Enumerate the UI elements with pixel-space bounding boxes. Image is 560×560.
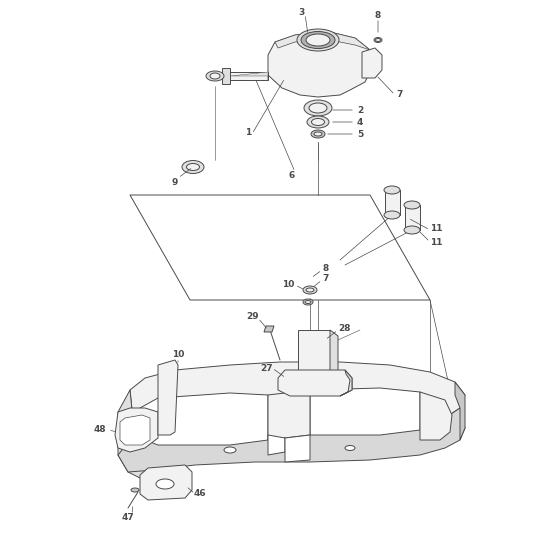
Ellipse shape (311, 119, 324, 125)
Text: 11: 11 (430, 237, 442, 246)
Polygon shape (118, 408, 465, 472)
Ellipse shape (303, 286, 317, 294)
Ellipse shape (305, 301, 311, 304)
Polygon shape (222, 68, 230, 84)
Ellipse shape (309, 103, 327, 113)
Text: 9: 9 (172, 178, 178, 186)
Polygon shape (278, 370, 352, 396)
Polygon shape (120, 415, 150, 445)
Polygon shape (264, 326, 274, 332)
Text: 47: 47 (122, 514, 134, 522)
Polygon shape (130, 362, 465, 432)
Text: 3: 3 (298, 7, 304, 16)
Ellipse shape (131, 488, 139, 492)
Text: 2: 2 (357, 105, 363, 114)
Polygon shape (115, 408, 158, 452)
Polygon shape (362, 48, 382, 78)
Polygon shape (340, 370, 352, 396)
Polygon shape (230, 72, 268, 80)
Ellipse shape (306, 288, 314, 292)
Polygon shape (130, 195, 430, 300)
Text: 46: 46 (194, 489, 206, 498)
Ellipse shape (182, 161, 204, 174)
Text: 7: 7 (397, 90, 403, 99)
Polygon shape (268, 435, 285, 455)
Text: 7: 7 (323, 273, 329, 282)
Ellipse shape (311, 130, 325, 138)
Text: 5: 5 (357, 129, 363, 138)
Text: 10: 10 (282, 279, 294, 288)
Text: 48: 48 (94, 426, 106, 435)
Polygon shape (330, 330, 338, 376)
Ellipse shape (301, 31, 335, 49)
Text: 1: 1 (245, 128, 251, 137)
Ellipse shape (384, 186, 400, 194)
Ellipse shape (210, 73, 220, 79)
Ellipse shape (314, 132, 322, 136)
Ellipse shape (304, 100, 332, 116)
Ellipse shape (186, 164, 199, 170)
Ellipse shape (307, 116, 329, 128)
Polygon shape (285, 435, 310, 462)
Polygon shape (268, 32, 372, 97)
Text: 8: 8 (323, 264, 329, 273)
Polygon shape (310, 388, 420, 435)
Text: 4: 4 (357, 118, 363, 127)
Text: 6: 6 (289, 170, 295, 180)
Polygon shape (118, 390, 155, 478)
Ellipse shape (404, 226, 420, 234)
Polygon shape (268, 390, 310, 440)
Polygon shape (140, 465, 192, 500)
Ellipse shape (297, 29, 339, 51)
Ellipse shape (224, 447, 236, 453)
Polygon shape (158, 360, 178, 435)
Polygon shape (455, 382, 465, 440)
Text: 29: 29 (247, 311, 259, 320)
Polygon shape (275, 32, 370, 50)
Ellipse shape (404, 201, 420, 209)
Text: 11: 11 (430, 223, 442, 232)
Ellipse shape (206, 71, 224, 81)
Ellipse shape (306, 34, 330, 46)
Ellipse shape (374, 38, 382, 43)
Text: 27: 27 (261, 363, 273, 372)
Text: 28: 28 (338, 324, 350, 333)
Polygon shape (298, 330, 330, 370)
Ellipse shape (376, 39, 380, 41)
Ellipse shape (303, 299, 313, 305)
Ellipse shape (156, 479, 174, 489)
Text: 10: 10 (172, 349, 184, 358)
Polygon shape (385, 190, 400, 215)
Text: 8: 8 (375, 11, 381, 20)
Ellipse shape (345, 446, 355, 450)
Polygon shape (140, 393, 268, 445)
Ellipse shape (384, 211, 400, 219)
Polygon shape (405, 205, 420, 230)
Polygon shape (230, 72, 268, 80)
Polygon shape (420, 392, 452, 440)
